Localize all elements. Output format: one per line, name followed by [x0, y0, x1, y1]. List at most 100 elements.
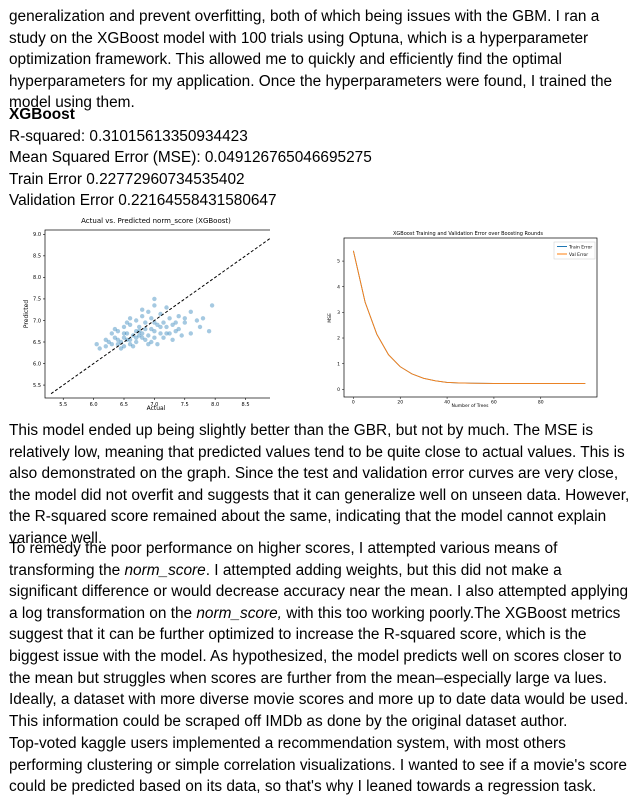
scatter-point [152, 335, 157, 340]
scatter-point [134, 339, 139, 345]
line-x-tick-label: 0 [352, 400, 355, 406]
norm-score-term-1: norm_score [124, 561, 206, 579]
scatter-y-tick-label: 7.0 [33, 318, 41, 324]
reference-line [50, 237, 270, 395]
scatter-point [197, 324, 203, 330]
scatter-x-tick-label: 7.0 [150, 402, 158, 408]
scatter-point [209, 303, 215, 308]
scatter-x-label: Actual [147, 405, 166, 412]
scatter-point [140, 335, 145, 340]
scatter-point [170, 337, 175, 342]
scatter-point [140, 307, 145, 312]
scatter-x-ticks: 5.56.06.57.07.58.08.59.0 [59, 398, 250, 408]
scatter-point [127, 316, 133, 321]
scatter-point [121, 324, 127, 330]
scatter-point [170, 322, 175, 327]
scatter-point [152, 303, 157, 308]
line-legend: Train Error Val Error [553, 241, 596, 260]
scatter-x-tick-label: 6.0 [90, 402, 98, 408]
scatter-x-tick-label: 8.5 [242, 402, 250, 408]
remedy-text-2: . I attempted adding weights, but this d… [9, 561, 629, 622]
line-y-ticks: 0 1 2 3 4 5 [337, 259, 344, 393]
metrics-heading: XGBoost [9, 106, 75, 123]
validation-error-line: Validation Error 0.22164558431580647 [9, 192, 277, 210]
scatter-point [164, 305, 169, 310]
scatter-point [112, 335, 118, 340]
scatter-point [152, 296, 157, 302]
scatter-point [155, 322, 160, 327]
xgboost-metrics: XGBoost R-squared: 0.31015613350934423 M… [9, 104, 609, 212]
scatter-point [124, 331, 130, 336]
legend-train-label: Train Error [568, 245, 592, 251]
scatter-point [134, 318, 139, 323]
scatter-point [149, 326, 154, 332]
scatter-point [161, 320, 166, 325]
scatter-point [118, 346, 124, 351]
line-y-tick-label: 1 [337, 361, 340, 367]
scatter-point [194, 318, 200, 323]
line-y-tick-label: 3 [337, 310, 340, 316]
scatter-point [130, 344, 136, 349]
scatter-point [182, 316, 187, 321]
scatter-point [127, 342, 133, 347]
scatter-x-tick-label: 7.5 [181, 402, 189, 408]
scatter-y-tick-label: 8.5 [33, 254, 41, 260]
scatter-point [140, 314, 145, 319]
remedy-paragraph: To remedy the poor performance on higher… [9, 538, 634, 732]
scatter-points [94, 296, 215, 351]
norm-score-term-2: norm_score, [196, 604, 282, 622]
scatter-point [149, 339, 154, 345]
remedy-text-1: To remedy the poor performance on higher… [9, 540, 558, 579]
scatter-point [164, 331, 169, 336]
line-plot-area [343, 237, 598, 398]
scatter-point [146, 333, 151, 338]
results-paragraph: This model ended up being slightly bette… [9, 422, 630, 547]
line-x-ticks: 0 20 40 60 80 [352, 397, 544, 406]
scatter-point [143, 337, 148, 342]
scatter-y-ticks: 5.5 6.0 6.5 7.0 7.5 8.0 8.5 9.0 [33, 232, 45, 389]
scatter-point [121, 331, 127, 336]
remedy-text-3: with this too working poorly.The XGBoost… [9, 604, 629, 730]
scatter-point [182, 320, 187, 325]
scatter-point [152, 329, 157, 334]
scatter-point [115, 329, 121, 334]
closing-paragraph: Top-voted kaggle users implemented a rec… [9, 735, 627, 796]
scatter-point [94, 342, 99, 347]
scatter-y-tick-label: 7.5 [33, 297, 41, 303]
scatter-point [188, 331, 193, 336]
scatter-y-tick-label: 6.5 [33, 340, 41, 346]
scatter-point [109, 342, 115, 347]
scatter-point [155, 342, 160, 347]
scatter-point [127, 322, 133, 327]
scatter-point [176, 314, 181, 319]
val-error-line [352, 250, 586, 384]
line-x-tick-label: 40 [444, 400, 450, 406]
scatter-point [176, 326, 181, 332]
scatter-point [167, 316, 172, 321]
scatter-point [143, 326, 148, 332]
scatter-point [161, 335, 166, 340]
legend-val-label: Val Error [569, 252, 588, 258]
train-error-line [352, 250, 586, 384]
scatter-point [158, 331, 163, 336]
scatter-y-tick-label: 5.5 [33, 383, 41, 389]
scatter-x-tick-label: 8.0 [211, 402, 219, 408]
scatter-point [112, 326, 118, 332]
scatter-point [137, 333, 142, 338]
scatter-plot-area [44, 229, 270, 399]
scatter-point [97, 346, 102, 351]
scatter-point [103, 344, 109, 349]
scatter-point [167, 331, 172, 336]
train-error-line: Train Error 0.22772960734535402 [9, 170, 245, 188]
scatter-point [106, 339, 112, 345]
r-squared-line: R-squared: 0.31015613350934423 [9, 127, 248, 145]
line-title: XGBoost Training and Validation Error ov… [393, 231, 543, 237]
scatter-y-label: Predicted [23, 300, 30, 328]
line-series [352, 250, 586, 384]
scatter-point [173, 329, 178, 334]
line-x-tick-label: 60 [491, 400, 497, 406]
scatter-point [188, 309, 193, 314]
scatter-point [121, 335, 127, 340]
scatter-point [103, 337, 109, 342]
scatter-point [173, 320, 178, 325]
